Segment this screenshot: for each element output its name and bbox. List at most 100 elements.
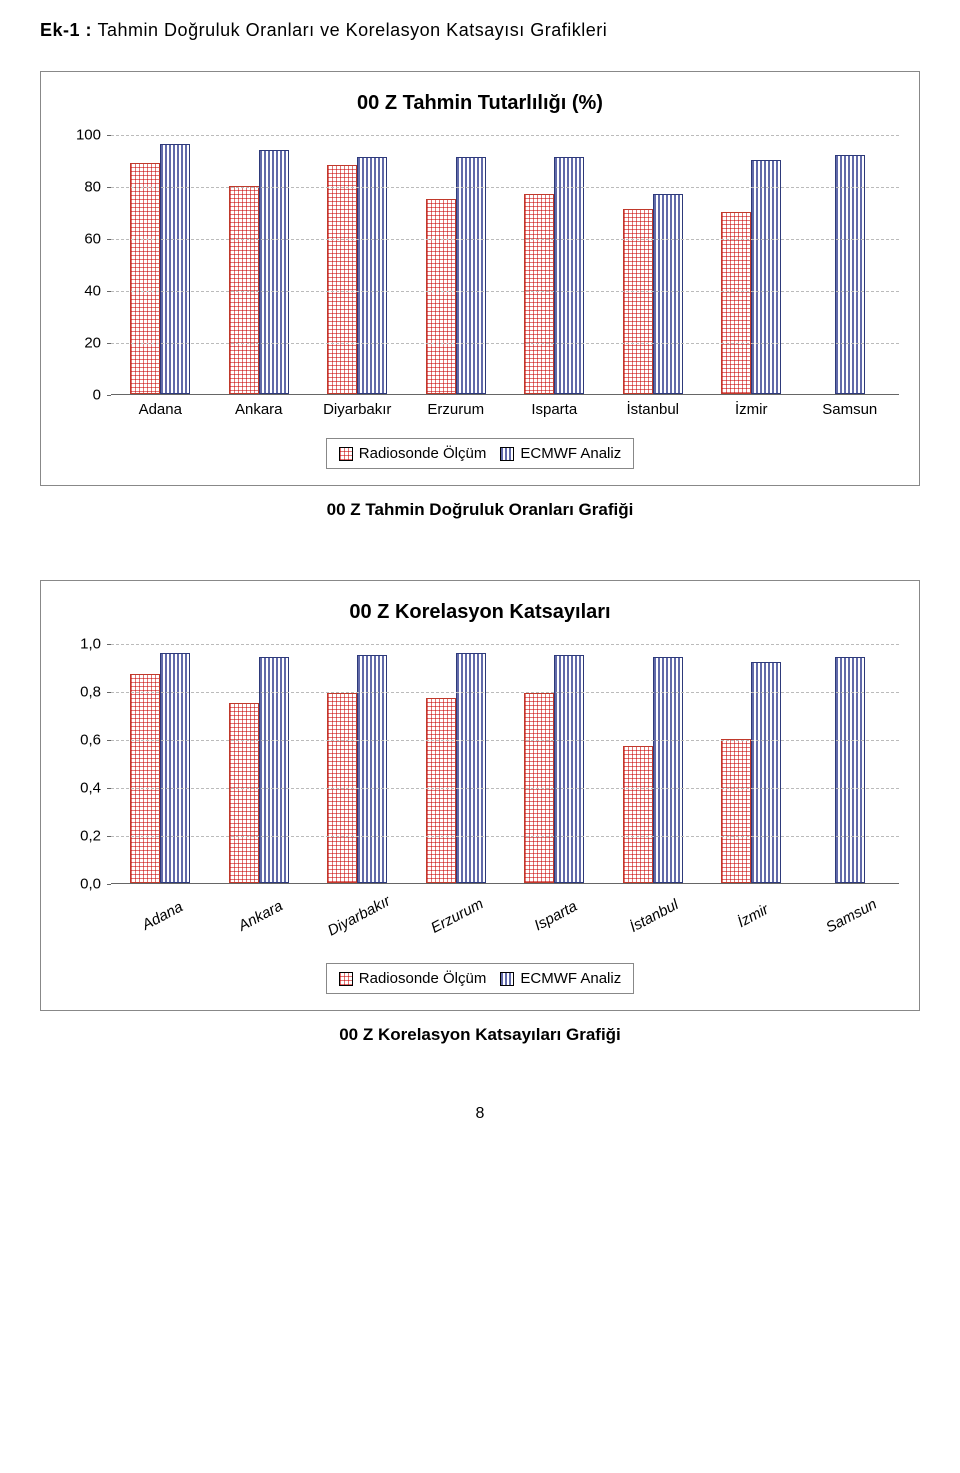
y-tick [107,692,111,693]
y-tick [107,788,111,789]
y-tick [107,644,111,645]
legend-item-a: Radiosonde Ölçüm [339,445,487,462]
bar-series-a [721,739,751,883]
y-tick [107,740,111,741]
bar-series-a [130,163,160,394]
bar-series-a [229,703,259,883]
bar-series-b [751,160,781,394]
y-tick [107,187,111,188]
gridline [111,836,899,837]
bar-group [604,644,703,883]
bar-group [407,644,506,883]
x-tick-label: Diyarbakır [308,894,407,925]
gridline [111,135,899,136]
bar-group [210,644,309,883]
y-tick [107,836,111,837]
gridline [111,692,899,693]
bar-group [604,135,703,394]
y-tick-label: 0,4 [80,780,101,797]
bar-series-a [327,165,357,394]
chart1-area: 020406080100 AdanaAnkaraDiyarbakırErzuru… [61,135,899,418]
chart2-title: 00 Z Korelasyon Katsayıları [61,601,899,624]
y-tick-label: 100 [76,127,101,144]
y-tick-label: 1,0 [80,636,101,653]
y-tick [107,135,111,136]
bar-series-b [456,157,486,394]
x-tick-label: İzmir [702,894,801,925]
bar-group [210,135,309,394]
chart1-x-labels: AdanaAnkaraDiyarbakırErzurumIspartaİstan… [111,395,899,418]
y-tick-label: 40 [84,283,101,300]
legend-swatch-b [500,972,514,986]
bar-series-a [623,746,653,883]
bar-series-b [357,655,387,883]
legend-swatch-a [339,972,353,986]
chart2-x-labels: AdanaAnkaraDiyarbakırErzurumIspartaİstan… [111,894,899,943]
gridline [111,788,899,789]
bar-series-b [160,653,190,883]
chart2-caption: 00 Z Korelasyon Katsayıları Grafiği [40,1025,920,1045]
chart2-y-axis: 0,00,20,40,60,81,0 [61,644,109,884]
heading-prefix: Ek-1 : [40,20,98,40]
bar-series-b [554,655,584,883]
gridline [111,187,899,188]
y-tick-label: 0,0 [80,876,101,893]
x-tick-label: Erzurum [407,894,506,925]
gridline [111,740,899,741]
legend-swatch-a [339,447,353,461]
heading-text: Tahmin Doğruluk Oranları ve Korelasyon K… [98,20,608,40]
chart1-title: 00 Z Tahmin Tutarlılığı (%) [61,92,899,115]
y-tick-label: 80 [84,179,101,196]
x-tick-label: Isparta [505,894,604,925]
bar-series-a [426,199,456,394]
chart1-legend: Radiosonde Ölçüm ECMWF Analiz [326,438,634,469]
x-tick-label: İstanbul [604,395,703,418]
gridline [111,291,899,292]
x-tick-label: Adana [111,894,210,925]
y-tick [107,395,111,396]
chart1-groups [111,135,899,394]
bar-group [505,135,604,394]
bar-group [702,135,801,394]
x-tick-label: Samsun [801,894,900,925]
y-tick-label: 0,6 [80,732,101,749]
gridline [111,343,899,344]
chart2-groups [111,644,899,883]
legend-label-a: Radiosonde Ölçüm [359,445,487,462]
x-tick-label: Samsun [801,395,900,418]
bar-group [801,135,900,394]
chart2-area: 0,00,20,40,60,81,0 AdanaAnkaraDiyarbakır… [61,644,899,943]
bar-series-b [835,155,865,394]
y-tick-label: 0,2 [80,828,101,845]
bar-group [308,135,407,394]
legend-item-b: ECMWF Analiz [500,445,621,462]
y-tick [107,239,111,240]
chart1-caption: 00 Z Tahmin Doğruluk Oranları Grafiği [40,500,920,520]
chart2-legend: Radiosonde Ölçüm ECMWF Analiz [326,963,634,994]
x-tick-label: Ankara [210,894,309,925]
page-number: 8 [40,1105,920,1123]
x-tick-label: Ankara [210,395,309,418]
y-tick-label: 20 [84,335,101,352]
chart2-plot [111,644,899,884]
bar-series-a [623,209,653,394]
bar-group [308,644,407,883]
legend-swatch-b [500,447,514,461]
y-tick [107,343,111,344]
x-tick-label: Isparta [505,395,604,418]
chart1-y-axis: 020406080100 [61,135,109,395]
bar-group [801,644,900,883]
bar-group [702,644,801,883]
bar-series-b [751,662,781,883]
gridline [111,644,899,645]
y-tick [107,884,111,885]
legend-label-a: Radiosonde Ölçüm [359,970,487,987]
bar-group [407,135,506,394]
gridline [111,239,899,240]
bar-series-b [554,157,584,394]
bar-group [111,644,210,883]
bar-series-b [160,144,190,394]
bar-group [505,644,604,883]
legend-item-b: ECMWF Analiz [500,970,621,987]
chart2-card: 00 Z Korelasyon Katsayıları 0,0 0,2 0,4 0,6… [40,580,920,1011]
